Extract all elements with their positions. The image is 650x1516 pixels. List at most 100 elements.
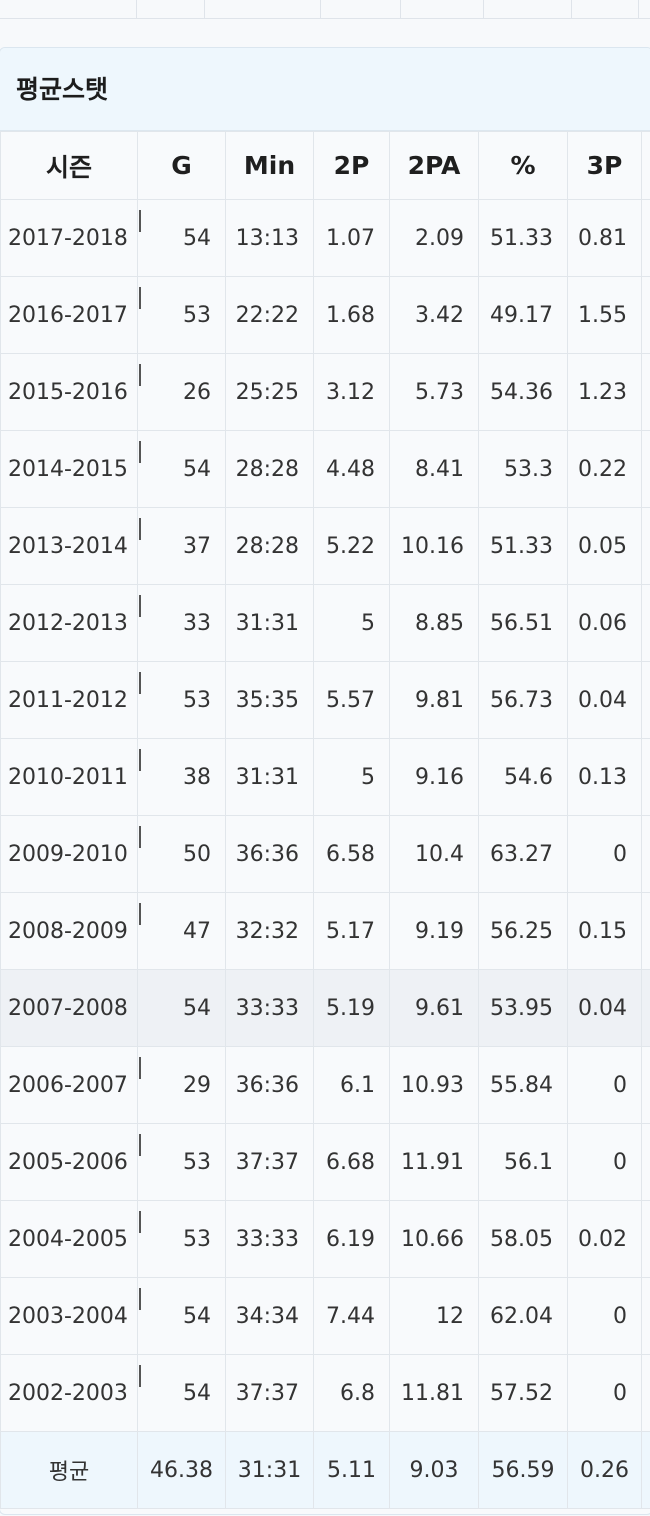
cell-2pa: 10.4 (389, 815, 479, 893)
table-row[interactable]: 2016-2017 53 22:22 1.68 3.42 49.17 1.55 (0, 276, 650, 354)
average-stats-table: 시즌 G Min 2P 2PA % 3P 2017-2018 54 13:13 1.0… (0, 131, 650, 1509)
table-row[interactable]: 2007-2008 54 33:33 5.19 9.61 53.95 0.04 (0, 969, 650, 1047)
cell-overflow (641, 507, 650, 585)
cell-games: 50 (137, 815, 226, 893)
cell-games-value: 54 (183, 1303, 211, 1329)
cell-season: 2008-2009 (0, 892, 138, 970)
cell-2pa: 8.41 (389, 430, 479, 508)
cell-season: 2006-2007 (0, 1046, 138, 1124)
cell-games: 38 (137, 738, 226, 816)
row-marker (139, 1365, 141, 1387)
header-minutes[interactable]: Min (225, 131, 314, 200)
cell-games: 54 (137, 1277, 226, 1355)
row-marker (139, 595, 141, 617)
cell-2p-percent: 51.33 (478, 507, 568, 585)
cell-2pa: 2.09 (389, 199, 479, 277)
cell-2p: 6.68 (313, 1123, 390, 1201)
average-overflow (641, 1431, 650, 1509)
grid-line (204, 0, 205, 18)
table-row[interactable]: 2017-2018 54 13:13 1.07 2.09 51.33 0.81 (0, 199, 650, 277)
grid-line (136, 0, 137, 18)
cell-minutes: 22:22 (225, 276, 314, 354)
cell-2p-percent: 57.52 (478, 1354, 568, 1432)
cell-2p-percent: 56.25 (478, 892, 568, 970)
cell-2p-percent: 49.17 (478, 276, 568, 354)
row-marker (139, 826, 141, 848)
cell-games-value: 53 (183, 302, 211, 328)
table-row[interactable]: 2014-2015 54 28:28 4.48 8.41 53.3 0.22 (0, 430, 650, 508)
header-2p-percent[interactable]: % (478, 131, 568, 200)
header-2p[interactable]: 2P (313, 131, 390, 200)
cell-2p: 5.17 (313, 892, 390, 970)
table-row[interactable]: 2006-2007 29 36:36 6.1 10.93 55.84 0 (0, 1046, 650, 1124)
table-row[interactable]: 2011-2012 53 35:35 5.57 9.81 56.73 0.04 (0, 661, 650, 739)
cell-minutes: 31:31 (225, 584, 314, 662)
cell-minutes: 36:36 (225, 1046, 314, 1124)
cell-overflow (641, 969, 650, 1047)
row-marker (139, 287, 141, 309)
cell-3p: 0.13 (567, 738, 642, 816)
cell-2pa: 9.16 (389, 738, 479, 816)
cell-2p: 1.07 (313, 199, 390, 277)
cell-2p: 4.48 (313, 430, 390, 508)
header-season[interactable]: 시즌 (0, 131, 138, 200)
cell-2p-percent: 54.36 (478, 353, 568, 431)
cell-overflow (641, 584, 650, 662)
cell-minutes: 28:28 (225, 430, 314, 508)
table-row[interactable]: 2010-2011 38 31:31 5 9.16 54.6 0.13 (0, 738, 650, 816)
header-3p[interactable]: 3P (567, 131, 642, 200)
cell-games: 54 (137, 969, 226, 1047)
cell-games-value: 37 (183, 533, 211, 559)
cell-3p: 0.22 (567, 430, 642, 508)
table-row[interactable]: 2005-2006 53 37:37 6.68 11.91 56.1 0 (0, 1123, 650, 1201)
cell-2p-percent: 53.95 (478, 969, 568, 1047)
cell-3p: 0.81 (567, 199, 642, 277)
cell-season: 2003-2004 (0, 1277, 138, 1355)
cell-2pa: 9.61 (389, 969, 479, 1047)
row-marker (139, 1057, 141, 1079)
cell-season: 2009-2010 (0, 815, 138, 893)
cell-games-value: 50 (183, 841, 211, 867)
row-marker (139, 441, 141, 463)
table-row[interactable]: 2003-2004 54 34:34 7.44 12 62.04 0 (0, 1277, 650, 1355)
average-row: 평균 46.38 31:31 5.11 9.03 56.59 0.26 (0, 1431, 650, 1509)
cell-2pa: 10.66 (389, 1200, 479, 1278)
table-row[interactable]: 2012-2013 33 31:31 5 8.85 56.51 0.06 (0, 584, 650, 662)
cell-overflow (641, 738, 650, 816)
cell-2p: 5 (313, 738, 390, 816)
cell-2p: 6.1 (313, 1046, 390, 1124)
cell-3p: 0 (567, 815, 642, 893)
cell-season: 2015-2016 (0, 353, 138, 431)
cell-games-value: 54 (183, 1380, 211, 1406)
cell-season: 2010-2011 (0, 738, 138, 816)
cell-3p: 0.15 (567, 892, 642, 970)
cell-2pa: 11.91 (389, 1123, 479, 1201)
cell-2p: 7.44 (313, 1277, 390, 1355)
cell-minutes: 37:37 (225, 1354, 314, 1432)
row-marker (139, 1211, 141, 1233)
cell-season: 2013-2014 (0, 507, 138, 585)
cell-games-value: 53 (183, 1149, 211, 1175)
header-games[interactable]: G (137, 131, 226, 200)
cell-2p-percent: 56.51 (478, 584, 568, 662)
table-row[interactable]: 2013-2014 37 28:28 5.22 10.16 51.33 0.05 (0, 507, 650, 585)
table-row[interactable]: 2002-2003 54 37:37 6.8 11.81 57.52 0 (0, 1354, 650, 1432)
cell-games-value: 38 (183, 764, 211, 790)
table-row[interactable]: 2015-2016 26 25:25 3.12 5.73 54.36 1.23 (0, 353, 650, 431)
grid-line (320, 0, 321, 18)
cell-season: 2002-2003 (0, 1354, 138, 1432)
cell-games: 54 (137, 199, 226, 277)
cell-2pa: 9.19 (389, 892, 479, 970)
cell-overflow (641, 430, 650, 508)
table-row[interactable]: 2009-2010 50 36:36 6.58 10.4 63.27 0 (0, 815, 650, 893)
average-2pa: 9.03 (389, 1431, 479, 1509)
table-row[interactable]: 2004-2005 53 33:33 6.19 10.66 58.05 0.02 (0, 1200, 650, 1278)
table-row[interactable]: 2008-2009 47 32:32 5.17 9.19 56.25 0.15 (0, 892, 650, 970)
cell-games: 54 (137, 1354, 226, 1432)
cell-games: 53 (137, 1123, 226, 1201)
cell-2pa: 8.85 (389, 584, 479, 662)
cell-minutes: 25:25 (225, 353, 314, 431)
header-2pa[interactable]: 2PA (389, 131, 479, 200)
cell-3p: 0 (567, 1354, 642, 1432)
cell-2p: 5 (313, 584, 390, 662)
